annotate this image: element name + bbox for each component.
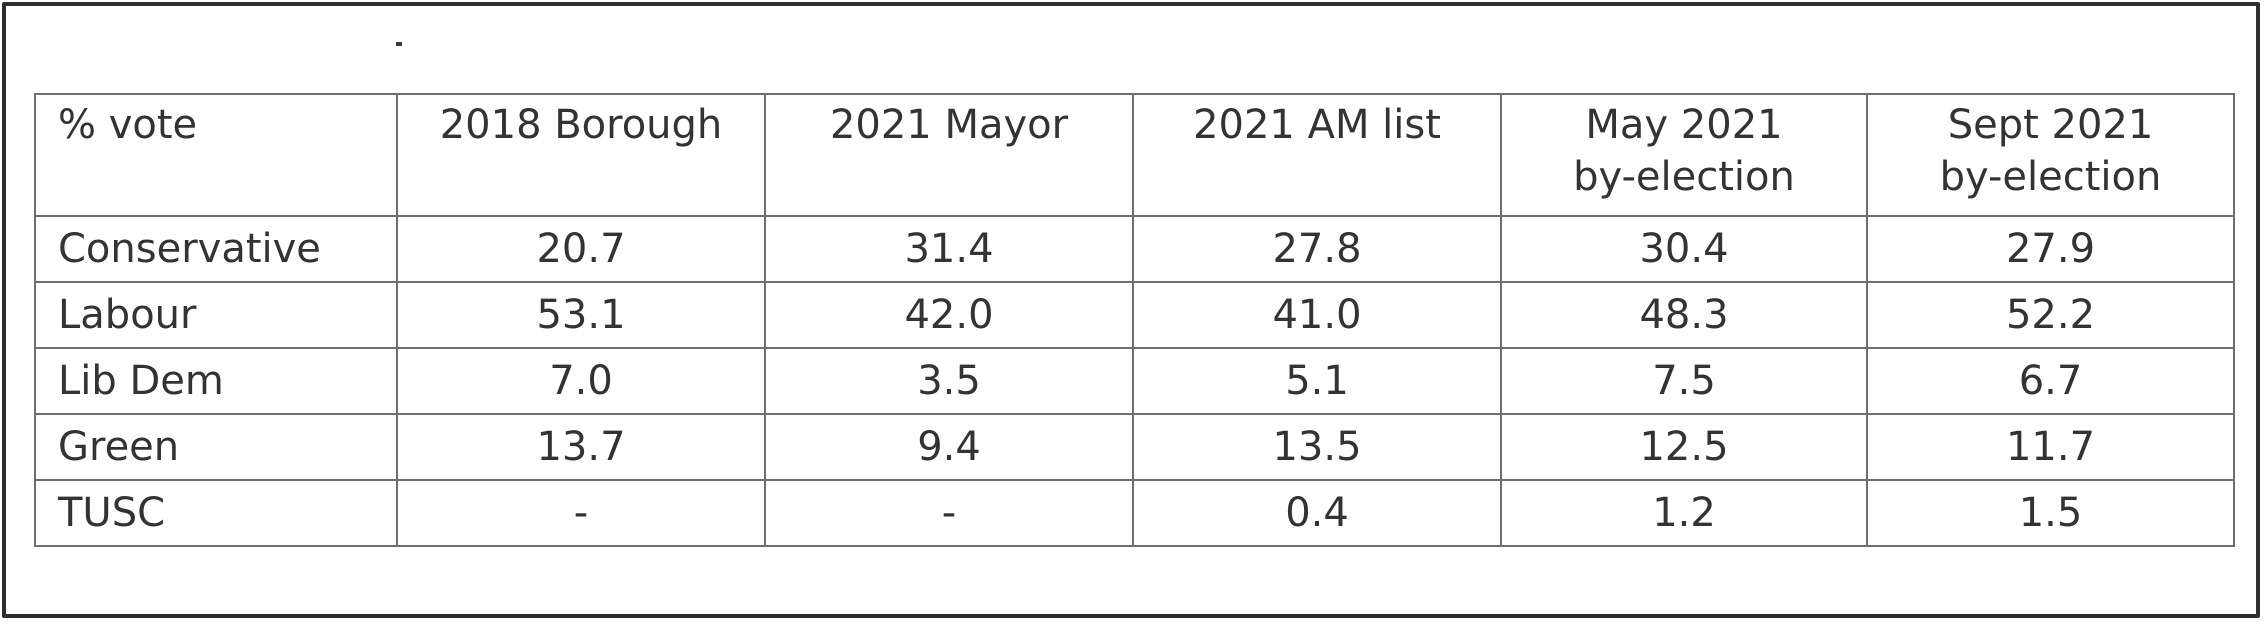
table-row: Conservative 20.7 31.4 27.8 30.4 27.9: [34, 215, 2235, 283]
column-header: Sept 2021 by-election: [1866, 93, 2235, 217]
table-cell: 52.2: [1866, 281, 2235, 349]
column-header-line: May 2021: [1585, 102, 1783, 148]
table-cell: 9.4: [764, 413, 1134, 481]
table-cell: 13.5: [1132, 413, 1502, 481]
table-cell: 7.0: [396, 347, 766, 415]
table-cell: 1.2: [1500, 479, 1868, 547]
table-cell: 0.4: [1132, 479, 1502, 547]
table-cell: 13.7: [396, 413, 766, 481]
table-cell: -: [764, 479, 1134, 547]
party-name: Conservative: [34, 215, 398, 283]
table-cell: 53.1: [396, 281, 766, 349]
table-cell: 30.4: [1500, 215, 1868, 283]
table-row: TUSC - - 0.4 1.2 1.5: [34, 479, 2235, 547]
column-header-line: 2021 AM list: [1193, 102, 1441, 148]
table-cell: 5.1: [1132, 347, 1502, 415]
table-cell: 1.5: [1866, 479, 2235, 547]
column-header-line: 2021 Mayor: [829, 102, 1069, 148]
column-header-line: by-election: [1939, 154, 2162, 200]
column-header: 2021 Mayor: [764, 93, 1134, 217]
stray-mark: [396, 42, 402, 46]
table-cell: -: [396, 479, 766, 547]
table-cell: 3.5: [764, 347, 1134, 415]
vote-share-table: % vote 2018 Borough 2021 Mayor 2021 AM l…: [34, 93, 2235, 547]
table-row: Labour 53.1 42.0 41.0 48.3 52.2: [34, 281, 2235, 349]
table-cell: 11.7: [1866, 413, 2235, 481]
corner-label: % vote: [34, 93, 398, 217]
party-name: Labour: [34, 281, 398, 349]
table-cell: 20.7: [396, 215, 766, 283]
table-cell: 6.7: [1866, 347, 2235, 415]
column-header-line: 2018 Borough: [439, 102, 723, 148]
table-cell: 42.0: [764, 281, 1134, 349]
table-cell: 41.0: [1132, 281, 1502, 349]
table-cell: 7.5: [1500, 347, 1868, 415]
table-row: Lib Dem 7.0 3.5 5.1 7.5 6.7: [34, 347, 2235, 415]
party-name: TUSC: [34, 479, 398, 547]
column-header-line: Sept 2021: [1947, 102, 2154, 148]
column-header-line: by-election: [1573, 154, 1795, 200]
table-row: Green 13.7 9.4 13.5 12.5 11.7: [34, 413, 2235, 481]
column-header: May 2021 by-election: [1500, 93, 1868, 217]
party-name: Green: [34, 413, 398, 481]
table-cell: 31.4: [764, 215, 1134, 283]
party-name: Lib Dem: [34, 347, 398, 415]
table-cell: 27.8: [1132, 215, 1502, 283]
table-cell: 48.3: [1500, 281, 1868, 349]
table-header-row: % vote 2018 Borough 2021 Mayor 2021 AM l…: [34, 93, 2235, 217]
column-header: 2018 Borough: [396, 93, 766, 217]
column-header: 2021 AM list: [1132, 93, 1502, 217]
table-cell: 27.9: [1866, 215, 2235, 283]
table-cell: 12.5: [1500, 413, 1868, 481]
